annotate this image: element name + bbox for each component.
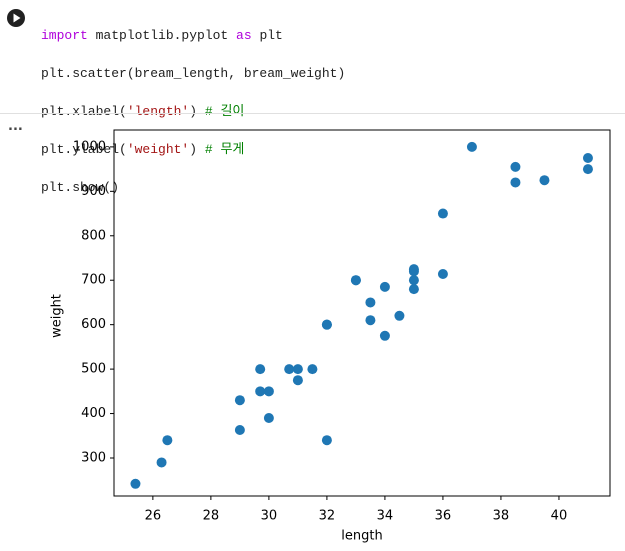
y-tick-label: 700 [81, 273, 106, 288]
y-tick-label: 600 [81, 317, 106, 332]
x-axis-label: length [341, 529, 382, 544]
y-tick-label: 1000 [73, 139, 106, 154]
string: 'length' [126, 104, 190, 119]
point [255, 364, 266, 375]
point [321, 319, 332, 330]
code-token: plt.xlabel( [41, 104, 127, 119]
point [130, 478, 141, 489]
point [408, 266, 419, 277]
x-tick-label: 34 [377, 509, 394, 524]
separator [0, 113, 625, 114]
y-tick-label: 800 [81, 228, 106, 243]
point [162, 435, 173, 446]
code-line: plt.ylabel('weight') # 무게 [41, 140, 345, 159]
y-axis-label: weight [50, 294, 65, 338]
point [321, 435, 332, 446]
point [510, 177, 521, 188]
comment: # 무게 [197, 142, 245, 157]
point [510, 161, 521, 172]
code-token: ) [189, 104, 198, 119]
point [379, 330, 390, 341]
point [255, 386, 266, 397]
point [379, 281, 390, 292]
point [307, 364, 318, 375]
point [350, 275, 361, 286]
point [582, 153, 593, 163]
point [539, 175, 550, 186]
point [582, 164, 593, 175]
point [263, 386, 274, 397]
point [234, 395, 245, 406]
x-tick-label: 36 [435, 509, 452, 524]
point [437, 208, 448, 219]
point [408, 275, 419, 286]
string: 'weight' [126, 142, 190, 157]
point [437, 269, 448, 279]
point [284, 364, 295, 375]
y-tick-label: 400 [81, 406, 106, 421]
x-tick-label: 32 [319, 509, 336, 524]
point [292, 364, 303, 375]
x-tick-label: 38 [493, 509, 510, 524]
keyword: import [41, 28, 88, 43]
code-token: plt.show() [41, 180, 120, 195]
code-line: plt.xlabel('length') # 길이 [41, 102, 345, 121]
keyword: as [236, 28, 252, 43]
point [365, 297, 376, 308]
code-token: plt [251, 28, 283, 43]
code-token: ) [189, 142, 198, 157]
comment: # 길이 [197, 104, 245, 119]
output-menu[interactable]: ... [8, 119, 23, 134]
y-tick-label: 300 [81, 451, 106, 466]
point [234, 425, 245, 435]
axes-frame [113, 129, 611, 497]
x-tick-label: 30 [261, 509, 278, 524]
code-line: import matplotlib.pyplot as plt [41, 26, 345, 45]
point [365, 315, 376, 326]
point [292, 375, 303, 386]
code-cell[interactable]: import matplotlib.pyplot as plt plt.scat… [41, 7, 345, 216]
code-token: plt.ylabel( [41, 142, 127, 157]
code-token: plt.scatter(bream_length, bream_weight) [41, 66, 346, 81]
code-line: plt.scatter(bream_length, bream_weight) [41, 64, 345, 83]
point [394, 310, 405, 321]
code-line: plt.show() [41, 178, 345, 197]
point [263, 413, 274, 423]
point [156, 457, 167, 468]
point [466, 141, 477, 152]
y-tick-label: 500 [81, 362, 106, 377]
code-token: matplotlib.pyplot [87, 28, 237, 43]
run-button[interactable] [6, 8, 26, 28]
y-tick-label: 900 [81, 184, 106, 199]
x-tick-label: 40 [551, 509, 568, 524]
x-tick-label: 26 [145, 509, 162, 524]
x-tick-label: 28 [203, 509, 220, 524]
point [408, 284, 419, 295]
